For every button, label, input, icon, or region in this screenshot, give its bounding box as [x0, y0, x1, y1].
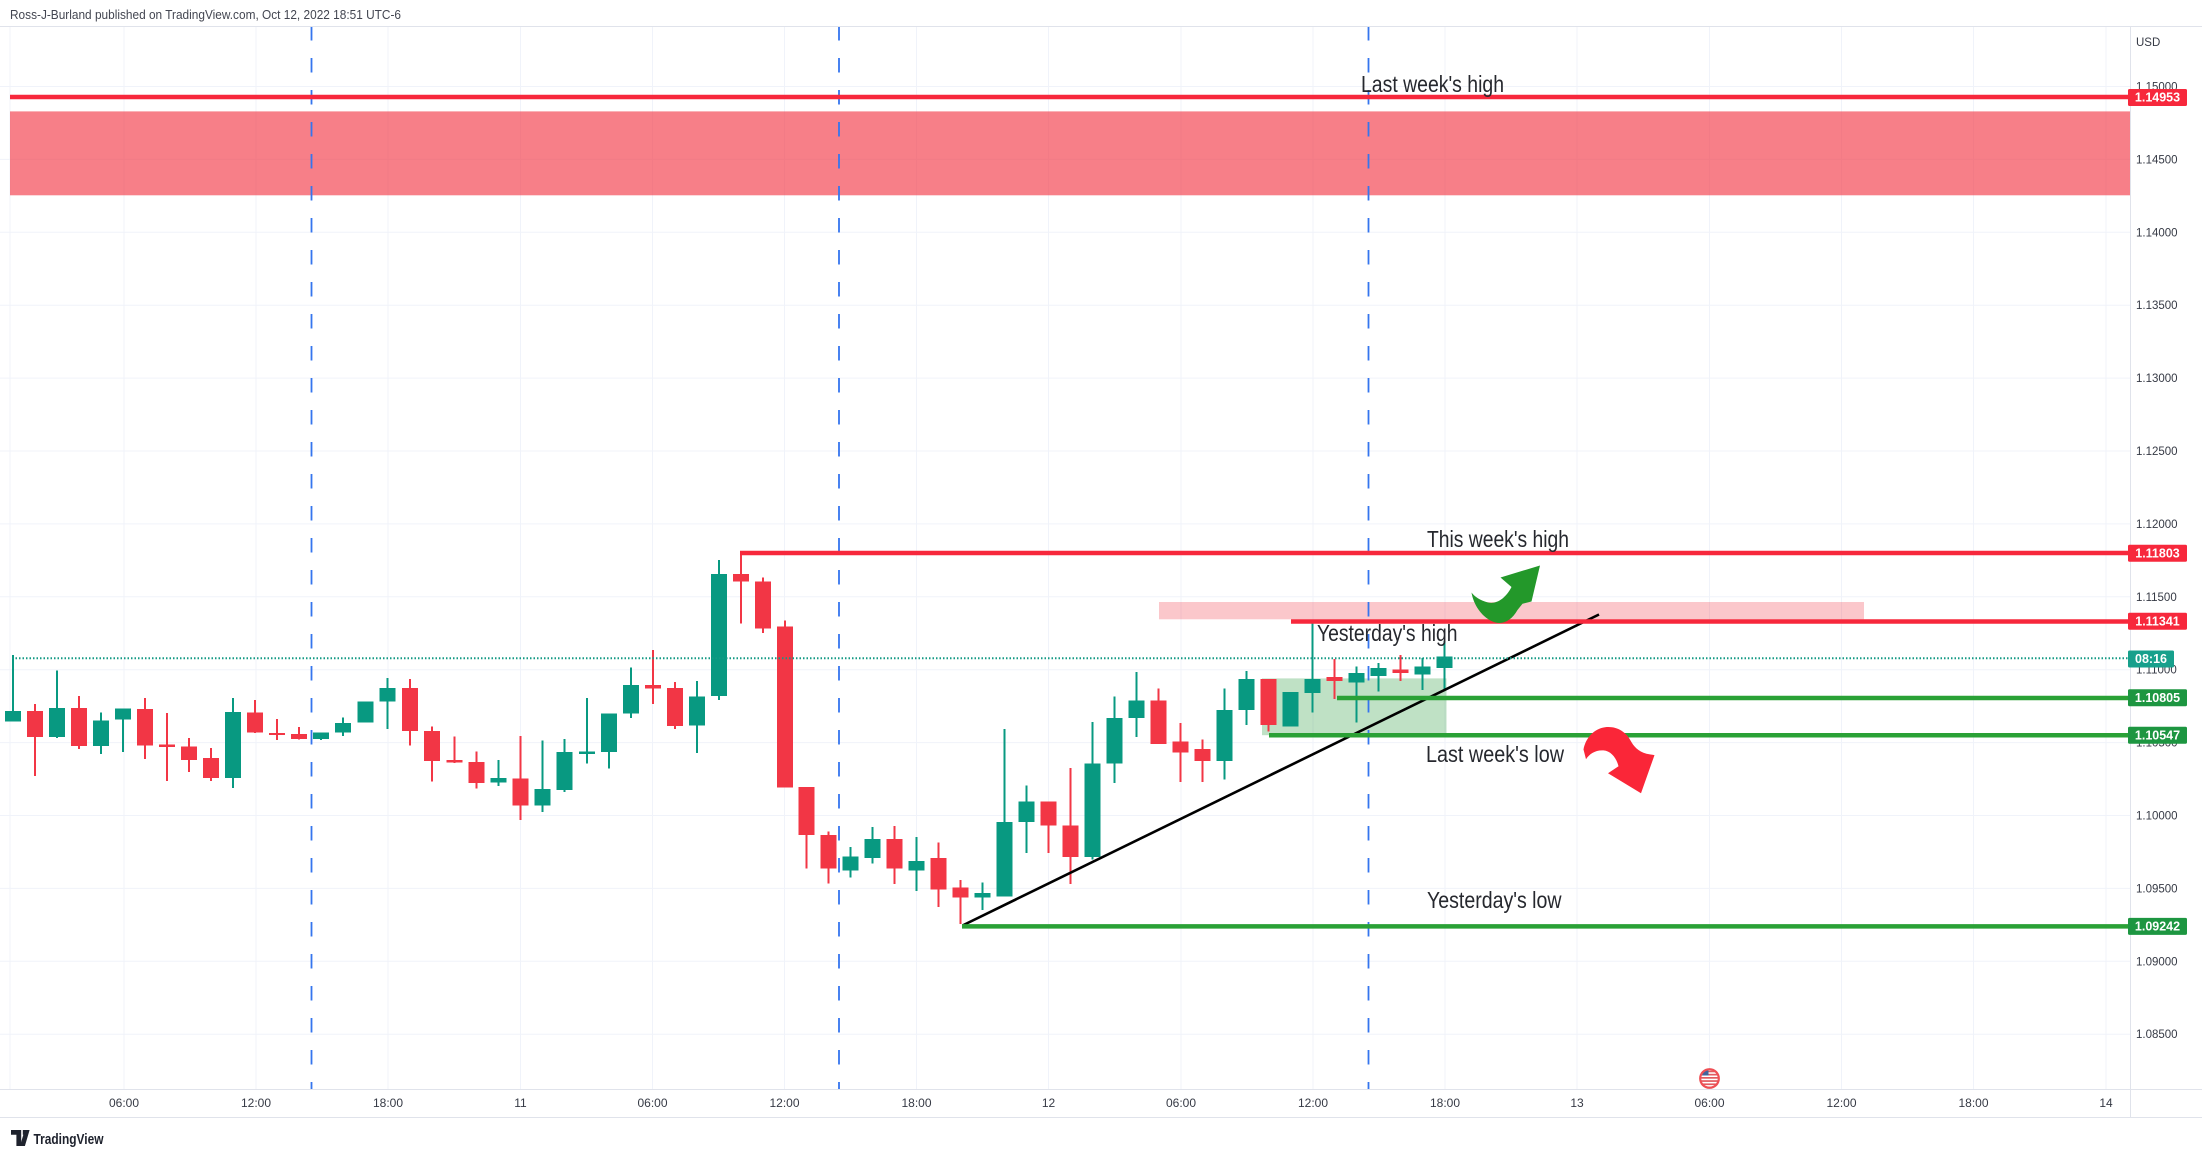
svg-text:1.09242: 1.09242	[2135, 920, 2180, 934]
svg-text:13: 13	[1570, 1096, 1584, 1110]
svg-text:12:00: 12:00	[241, 1096, 271, 1110]
svg-text:This week's high: This week's high	[1427, 526, 1569, 552]
svg-text:06:00: 06:00	[1166, 1096, 1196, 1110]
svg-text:1.10000: 1.10000	[2136, 811, 2178, 823]
svg-text:12:00: 12:00	[769, 1096, 799, 1110]
svg-text:06:00: 06:00	[637, 1096, 667, 1110]
svg-text:Yesterday's low: Yesterday's low	[1427, 887, 1562, 913]
svg-text:1.09500: 1.09500	[2136, 883, 2178, 895]
svg-text:1.14500: 1.14500	[2136, 154, 2178, 166]
svg-text:Yesterday's high: Yesterday's high	[1317, 620, 1458, 646]
svg-text:USD: USD	[2136, 37, 2160, 49]
svg-text:18:00: 18:00	[901, 1096, 931, 1110]
svg-text:11: 11	[514, 1096, 527, 1110]
svg-text:1.11000: 1.11000	[2136, 665, 2177, 677]
svg-text:1.10547: 1.10547	[2135, 729, 2180, 743]
svg-text:1.11803: 1.11803	[2135, 547, 2180, 561]
svg-text:1.13000: 1.13000	[2136, 373, 2178, 385]
svg-text:Last week's low: Last week's low	[1426, 741, 1564, 767]
svg-text:06:00: 06:00	[109, 1096, 139, 1110]
svg-text:1.14953: 1.14953	[2135, 91, 2180, 105]
svg-text:1.12500: 1.12500	[2136, 446, 2178, 458]
svg-text:Last week's high: Last week's high	[1361, 71, 1504, 97]
svg-text:1.12000: 1.12000	[2136, 519, 2178, 531]
svg-text:Ross-J-Burland published on Tr: Ross-J-Burland published on TradingView.…	[10, 8, 401, 22]
svg-text:18:00: 18:00	[1958, 1096, 1988, 1110]
svg-text:12:00: 12:00	[1826, 1096, 1856, 1110]
svg-text:1.11341: 1.11341	[2135, 615, 2180, 629]
svg-text:06:00: 06:00	[1694, 1096, 1724, 1110]
svg-text:18:00: 18:00	[1430, 1096, 1460, 1110]
svg-text:08:16: 08:16	[2135, 652, 2167, 666]
svg-text:1.10805: 1.10805	[2135, 691, 2180, 705]
svg-text:12:00: 12:00	[1298, 1096, 1328, 1110]
svg-text:1.11500: 1.11500	[2136, 592, 2177, 604]
svg-text:1.14000: 1.14000	[2136, 227, 2178, 239]
svg-text:12: 12	[1042, 1096, 1056, 1110]
svg-text:18:00: 18:00	[373, 1096, 403, 1110]
svg-text:1.08500: 1.08500	[2136, 1029, 2178, 1041]
svg-text:1.09000: 1.09000	[2136, 956, 2178, 968]
svg-text:1.13500: 1.13500	[2136, 300, 2178, 312]
svg-text:TradingView: TradingView	[34, 1131, 104, 1148]
svg-text:14: 14	[2099, 1096, 2113, 1110]
